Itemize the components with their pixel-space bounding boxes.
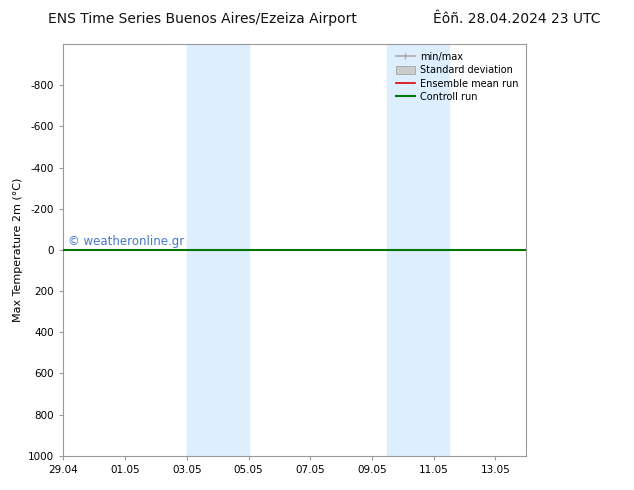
Y-axis label: Max Temperature 2m (°C): Max Temperature 2m (°C)	[13, 178, 23, 322]
Legend: min/max, Standard deviation, Ensemble mean run, Controll run: min/max, Standard deviation, Ensemble me…	[392, 49, 521, 105]
Text: Êôñ. 28.04.2024 23 UTC: Êôñ. 28.04.2024 23 UTC	[433, 12, 600, 26]
Bar	[187, 44, 249, 456]
Text: ENS Time Series Buenos Aires/Ezeiza Airport: ENS Time Series Buenos Aires/Ezeiza Airp…	[48, 12, 358, 26]
Text: © weatheronline.gr: © weatheronline.gr	[68, 235, 184, 248]
Bar	[387, 44, 449, 456]
